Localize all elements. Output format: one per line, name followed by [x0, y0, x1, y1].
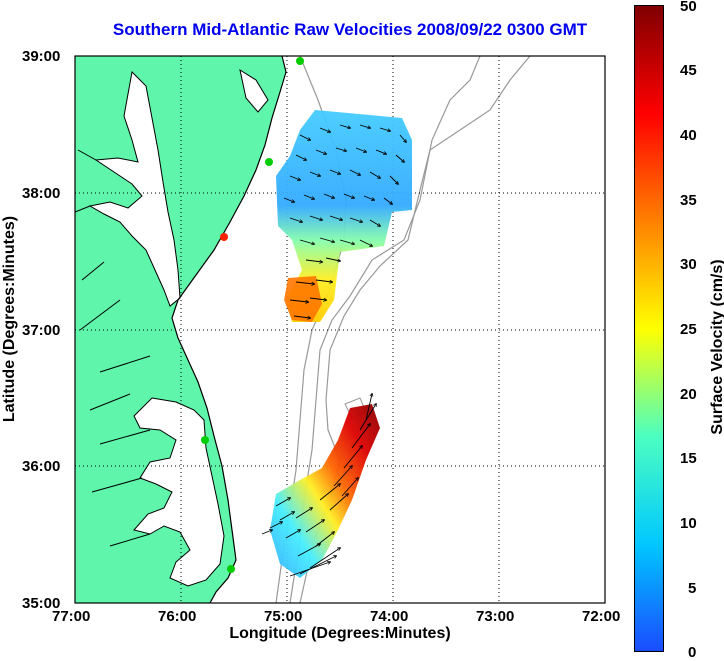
- y-tick: 37:00: [22, 322, 61, 339]
- pamlico-sound: [133, 397, 225, 587]
- x-tick: 74:00: [370, 608, 409, 625]
- map-title: Southern Mid-Atlantic Raw Velocities 200…: [112, 20, 588, 39]
- colorbar-tick: 15: [680, 450, 697, 467]
- colorbar-label: Surface Velocity (cm/s): [709, 259, 724, 435]
- colorbar-tick: 25: [680, 321, 697, 338]
- plot-frame: [74, 55, 606, 604]
- velocity-field-north-core: [284, 276, 322, 322]
- x-tick: 73:00: [476, 608, 515, 625]
- y-tick: 39:00: [22, 48, 61, 65]
- x-tick: 72:00: [582, 608, 621, 625]
- colorbar-tick: 20: [680, 386, 697, 403]
- delaware-bay: [239, 68, 269, 113]
- y-tick: 36:00: [22, 458, 61, 475]
- x-tick: 75:00: [264, 608, 303, 625]
- colorbar-tick: 35: [680, 192, 697, 209]
- radar-stations: [201, 57, 304, 573]
- colorbar: [634, 5, 664, 652]
- velocity-vectors: [261, 124, 406, 577]
- colorbar-tick: 0: [688, 644, 697, 661]
- x-tick: 76:00: [158, 608, 197, 625]
- chesapeake-bay: [88, 70, 181, 307]
- x-axis-label: Longitude (Degrees:Minutes): [229, 625, 451, 642]
- colorbar-tick: 50: [680, 0, 697, 15]
- colorbar-tick: 5: [688, 580, 697, 597]
- coastline: [171, 56, 287, 603]
- y-axis-label: Latitude (Degrees:Minutes): [1, 215, 18, 423]
- colorbar-tick: 30: [680, 256, 697, 273]
- river-lines: [75, 149, 151, 547]
- y-tick: 38:00: [22, 185, 61, 202]
- colorbar-tick: 45: [680, 62, 697, 79]
- y-tick: 35:00: [22, 595, 61, 612]
- x-tick: 77:00: [52, 608, 91, 625]
- colorbar-tick: 10: [680, 515, 697, 532]
- velocity-field-north: [276, 110, 412, 322]
- colorbar-tick: 40: [680, 127, 697, 144]
